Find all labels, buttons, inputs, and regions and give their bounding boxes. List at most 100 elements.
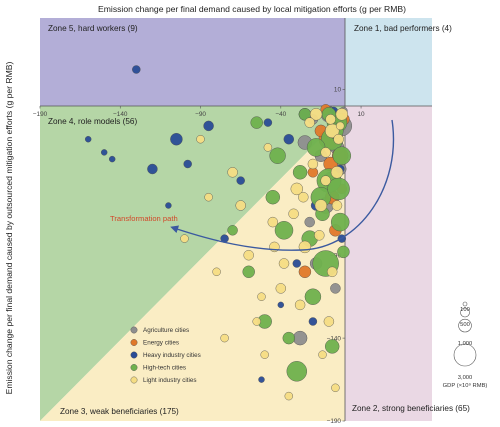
data-point: [333, 133, 344, 145]
data-point: [269, 147, 286, 164]
data-point: [304, 216, 315, 228]
legend: Agriculture cities Energy cities Heavy ind…: [130, 326, 201, 384]
data-point: [327, 177, 350, 201]
legend-label: High-tech cities: [143, 365, 186, 372]
data-point: [183, 159, 192, 169]
data-point: [320, 147, 331, 158]
data-point: [220, 333, 229, 343]
data-point: [203, 120, 214, 132]
data-point: [286, 361, 307, 382]
data-point: [320, 175, 331, 186]
legend-marker: [130, 339, 138, 346]
data-point: [298, 265, 312, 278]
data-point: [323, 316, 335, 327]
data-point: [252, 317, 261, 326]
zone-5-area: [40, 18, 345, 106]
x-tick-label: −190: [33, 111, 48, 118]
data-point: [204, 192, 213, 202]
transformation-path-arrow: [170, 119, 395, 251]
data-point: [337, 245, 350, 259]
data-point: [332, 146, 351, 165]
data-point: [257, 292, 266, 301]
legend-marker: [130, 326, 138, 334]
data-point: [292, 165, 308, 180]
size-legend-circle: [462, 301, 468, 307]
x-tick-label: 10: [357, 111, 365, 118]
data-point: [170, 132, 183, 146]
data-point: [325, 114, 336, 125]
legend-label: Energy cities: [143, 340, 179, 347]
data-point: [227, 167, 238, 178]
legend-marker: [130, 364, 138, 371]
data-point: [147, 163, 158, 175]
data-point: [330, 283, 341, 294]
y-tick-label: 10: [334, 87, 342, 94]
data-point: [298, 191, 309, 203]
zone-5-label: Zone 5, hard workers (9): [48, 24, 138, 33]
data-point: [236, 176, 245, 185]
zone-3-area: [40, 114, 345, 421]
data-point: [227, 225, 238, 236]
data-point: [308, 317, 318, 326]
data-point: [298, 240, 312, 254]
data-point: [278, 258, 290, 269]
data-point: [260, 350, 269, 359]
data-point: [243, 249, 254, 261]
data-point: [325, 339, 340, 354]
data-point: [304, 288, 322, 305]
data-point: [275, 283, 286, 294]
y-tick-label: −140: [327, 335, 342, 342]
zone-4-area: [40, 106, 345, 421]
data-points: [84, 65, 352, 401]
data-point: [314, 230, 325, 241]
data-point: [267, 216, 278, 228]
data-point: [309, 108, 323, 121]
data-point: [212, 267, 221, 276]
data-point: [277, 301, 284, 309]
data-point: [335, 108, 348, 121]
data-point: [196, 134, 205, 144]
data-point: [294, 299, 306, 311]
legend-label: Heavy industry cities: [143, 352, 201, 359]
data-point: [242, 265, 255, 278]
zone-1-area: [345, 18, 432, 106]
legend-label: Agriculture cities: [143, 327, 189, 334]
data-point: [314, 199, 328, 212]
zone-4-label: Zone 4, role models (56): [48, 117, 137, 126]
size-legend-circle: [460, 307, 470, 318]
data-point: [292, 330, 308, 346]
data-point: [265, 189, 280, 205]
x-tick-label: −90: [195, 111, 206, 118]
data-point: [327, 266, 338, 277]
x-tick-label: −40: [275, 111, 286, 118]
y-axis-title: Emission change per final demand caused …: [4, 61, 14, 394]
size-legend-value: 500: [460, 322, 470, 328]
size-legend-value: 1,000: [458, 341, 473, 347]
zone-2-label: Zone 2, strong beneficiaries (65): [352, 404, 470, 413]
data-point: [250, 116, 263, 129]
data-point: [331, 383, 340, 392]
data-point: [288, 208, 299, 220]
size-legend-circle: [458, 318, 472, 333]
data-point: [263, 143, 273, 152]
size-legend-value: 100: [460, 307, 470, 313]
data-point: [108, 155, 116, 163]
size-legend-value: 3,000: [458, 375, 473, 381]
data-point: [292, 259, 301, 268]
size-legend-title: GDP (×10⁹ RMB): [443, 382, 488, 389]
data-point: [330, 166, 344, 179]
x-tick-labels: −190 −140 −90 −40 10: [33, 106, 365, 118]
data-point: [331, 200, 343, 211]
size-legend: 100 500 1,000 3,000: [453, 301, 477, 381]
data-point: [304, 117, 315, 128]
zone-3-label: Zone 3, weak beneficiaries (175): [60, 407, 179, 416]
data-point: [235, 200, 246, 211]
data-point: [132, 65, 141, 74]
data-point: [258, 376, 265, 383]
data-point: [180, 234, 189, 243]
data-point: [307, 158, 319, 170]
data-point: [274, 221, 294, 240]
transformation-path-label: Transformation path: [110, 214, 178, 223]
size-legend-circle: [453, 343, 477, 367]
data-point: [283, 133, 294, 145]
